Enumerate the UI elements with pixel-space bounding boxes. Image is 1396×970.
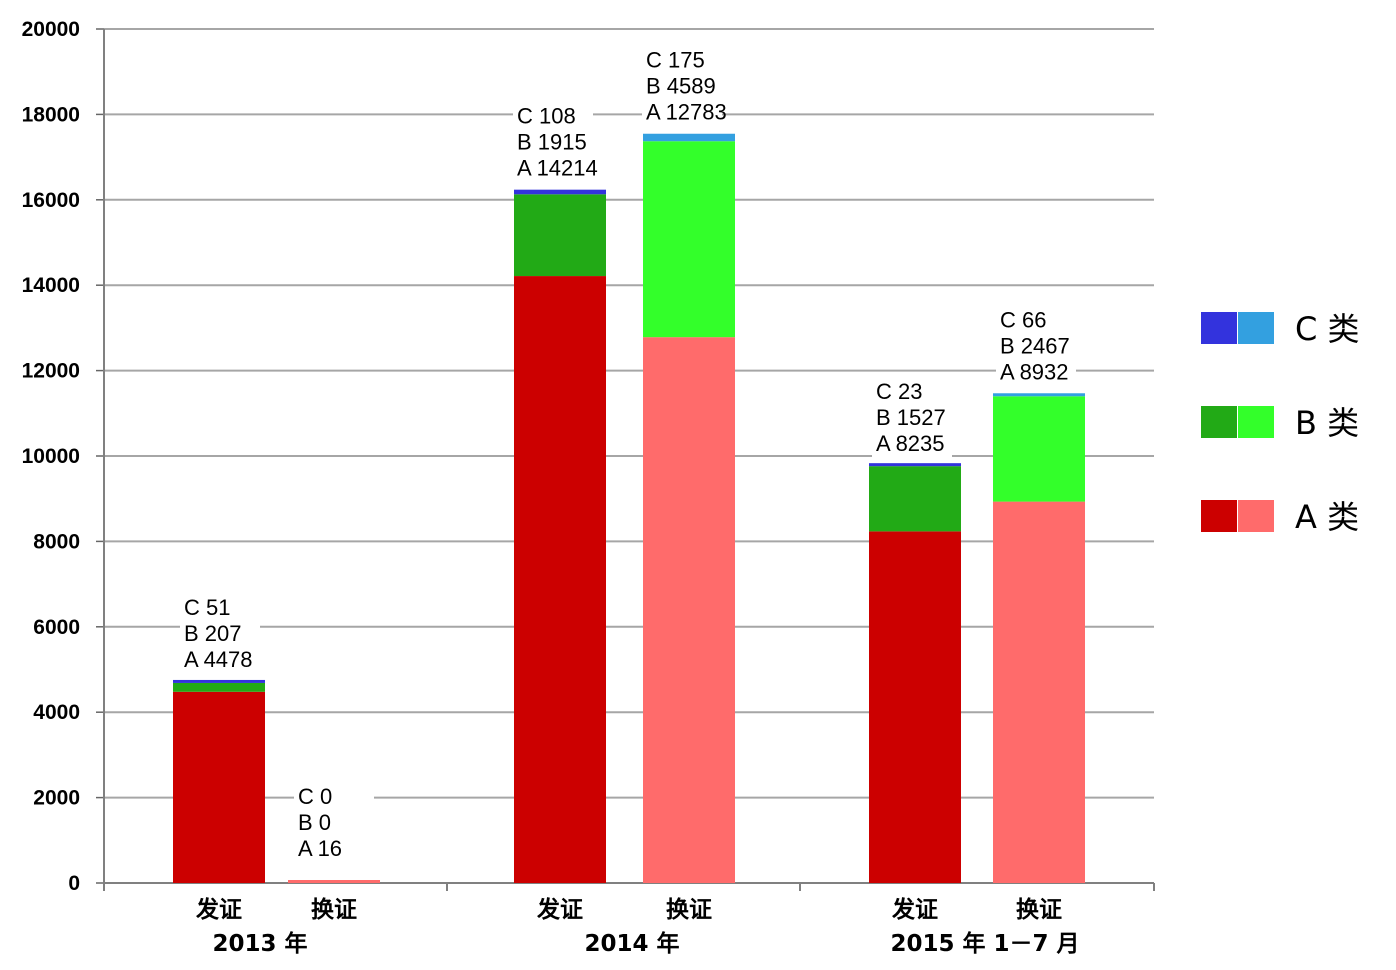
y-tick-label: 4000	[33, 701, 80, 724]
bar-segment-C	[514, 189, 606, 195]
data-label: A 4478	[184, 647, 253, 672]
y-tick-label: 16000	[22, 189, 80, 212]
x-group-label: 2014 年	[584, 930, 679, 957]
x-category-label: 换证	[1016, 896, 1062, 923]
y-tick-label: 2000	[33, 787, 80, 810]
axes: 0 2000 4000 6000 8000 10000 12000 14000 16000 180…	[22, 18, 1155, 895]
legend-swatch-renew-A	[1238, 500, 1274, 532]
legend-swatch-issue-A	[1201, 500, 1237, 532]
data-label: C 23	[876, 379, 922, 404]
data-label-background	[180, 594, 260, 673]
bar-segment-A	[869, 531, 961, 883]
bar-segment-B	[173, 682, 265, 692]
x-group-label: 2013 年	[212, 930, 307, 957]
bar-segment-C	[993, 393, 1085, 397]
data-label: B 0	[298, 810, 331, 835]
y-tick-label: 6000	[33, 616, 80, 639]
data-label: B 207	[184, 621, 242, 646]
legend: C 类 B 类 A 类	[1201, 310, 1360, 536]
legend-swatch-renew-C	[1238, 312, 1274, 344]
bar-segment-A	[173, 691, 265, 883]
y-tick-label: 0	[68, 872, 80, 895]
data-label: A 14214	[517, 156, 598, 181]
legend-label: A 类	[1295, 498, 1359, 536]
data-label-background	[294, 784, 374, 863]
data-label-background	[642, 47, 722, 126]
bar-segment-B	[993, 396, 1085, 502]
data-label: A 12783	[646, 100, 727, 125]
legend-swatch-issue-B	[1201, 406, 1237, 438]
data-label: A 8932	[1000, 359, 1069, 384]
x-category-label: 换证	[666, 896, 712, 923]
data-label-background	[996, 307, 1076, 386]
data-label: C 51	[184, 595, 230, 620]
data-label: B 2467	[1000, 333, 1070, 358]
x-group-label: 2015 年 1－7 月	[890, 930, 1079, 957]
y-tick-label: 8000	[33, 530, 80, 553]
x-category-label: 发证	[891, 896, 938, 923]
x-category-label: 发证	[536, 896, 583, 923]
data-label-background	[872, 379, 952, 458]
data-label: B 1527	[876, 405, 946, 430]
bar-segment-B	[869, 466, 961, 532]
legend-label: B 类	[1295, 404, 1359, 442]
x-category-label: 发证	[195, 896, 242, 923]
bar-stacks	[173, 133, 1085, 883]
bar-segment-A	[993, 501, 1085, 883]
bar-segment-C	[869, 463, 961, 467]
bar-segment-A	[643, 337, 735, 883]
data-label-background	[513, 103, 593, 182]
y-tick-label: 10000	[22, 445, 80, 468]
bar-segment-A	[514, 276, 606, 883]
bar-segment-C	[643, 133, 735, 142]
bar-segment-A	[288, 880, 380, 883]
x-category-label: 换证	[311, 896, 357, 923]
data-label: C 175	[646, 48, 705, 73]
bar-segment-C	[173, 679, 265, 683]
legend-label: C 类	[1295, 310, 1360, 348]
data-label: A 16	[298, 836, 342, 861]
y-tick-label: 12000	[22, 360, 80, 383]
y-tick-label: 18000	[22, 103, 80, 126]
data-label: C 66	[1000, 307, 1046, 332]
data-label: B 4589	[646, 74, 716, 99]
y-tick-label: 20000	[22, 18, 80, 41]
bar-segment-B	[643, 141, 735, 338]
data-label: A 8235	[876, 431, 945, 456]
bar-segment-B	[514, 194, 606, 277]
data-label: C 0	[298, 784, 332, 809]
y-tick-label: 14000	[22, 274, 80, 297]
legend-swatch-issue-C	[1201, 312, 1237, 344]
legend-swatch-renew-B	[1238, 406, 1274, 438]
grid-lines	[104, 28, 1154, 799]
data-label: C 108	[517, 104, 576, 129]
data-label: B 1915	[517, 130, 587, 155]
